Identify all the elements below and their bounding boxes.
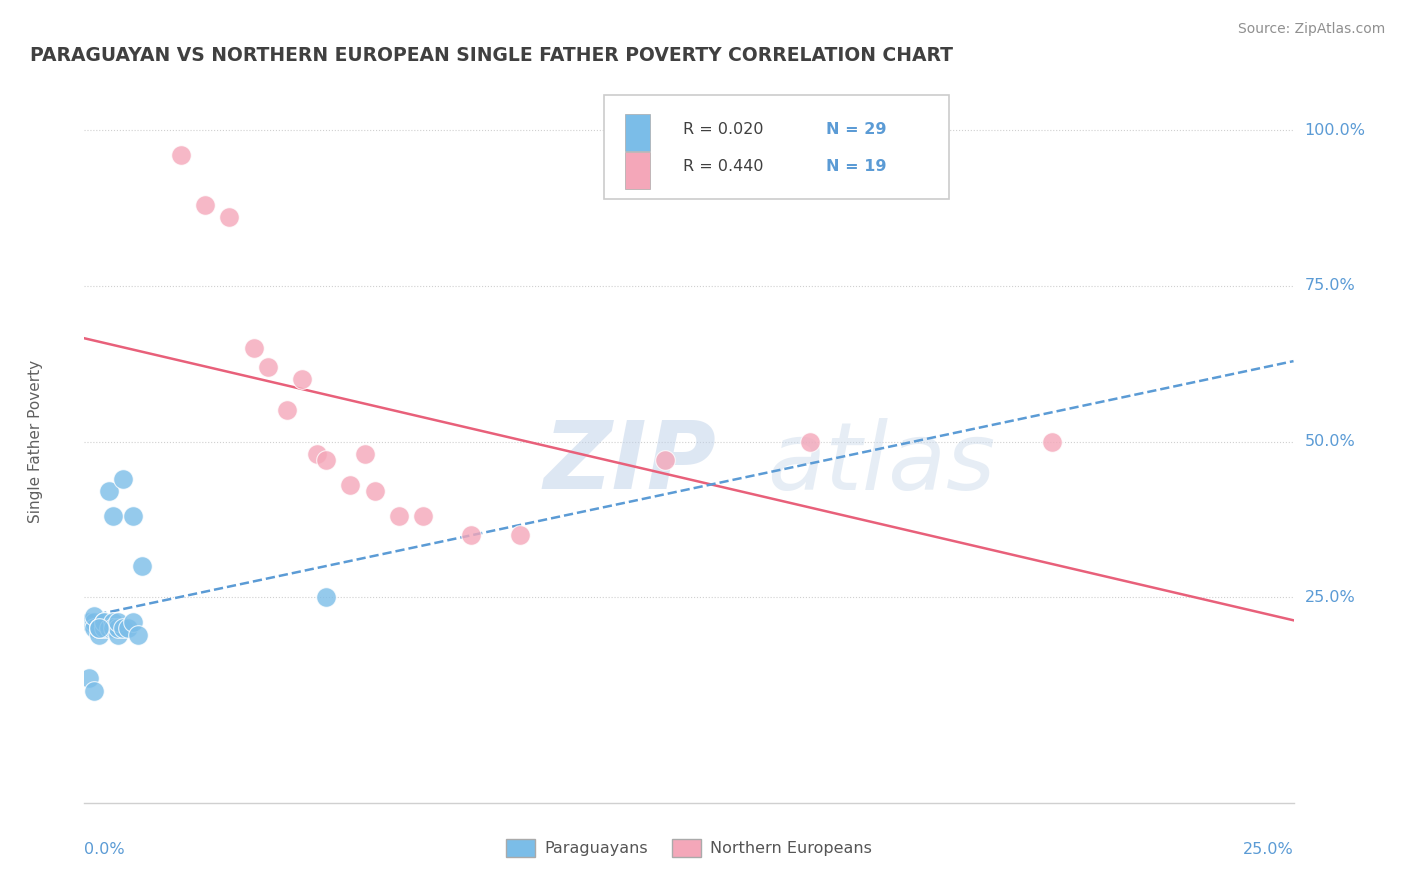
Text: 0.0%: 0.0% [84,842,125,856]
Point [93,621,115,635]
FancyBboxPatch shape [605,95,949,200]
Text: ZIP: ZIP [544,417,717,509]
Point [103,615,125,630]
Point [654,453,676,467]
Point [107,615,129,630]
Point [93,615,115,630]
Point [77,615,100,630]
Point [194,198,217,212]
Point [218,211,240,225]
Point [83,683,105,698]
Point [354,447,377,461]
Point [388,509,411,524]
Point [121,509,143,524]
Point [276,403,298,417]
Point [103,509,125,524]
Point [112,472,135,486]
Text: 25.0%: 25.0% [1243,842,1294,856]
Point [1040,434,1063,449]
Point [107,621,129,635]
Point [291,372,314,386]
Point [305,447,328,461]
Point [170,148,193,162]
Point [107,627,129,641]
Point [83,621,105,635]
Bar [624,152,650,189]
Text: Source: ZipAtlas.com: Source: ZipAtlas.com [1237,22,1385,37]
Point [315,453,337,467]
Text: N = 19: N = 19 [825,160,886,175]
Point [339,478,361,492]
Point [97,484,120,499]
Point [93,615,115,630]
Text: PARAGUAYAN VS NORTHERN EUROPEAN SINGLE FATHER POVERTY CORRELATION CHART: PARAGUAYAN VS NORTHERN EUROPEAN SINGLE F… [30,45,953,65]
Point [83,609,105,624]
Text: 50.0%: 50.0% [1305,434,1355,449]
Point [509,528,531,542]
Bar [624,114,650,151]
Text: atlas: atlas [768,417,995,508]
Point [363,484,385,499]
Point [127,627,149,641]
Legend: Paraguayans, Northern Europeans: Paraguayans, Northern Europeans [499,832,879,863]
Point [242,341,264,355]
Point [103,621,125,635]
Point [412,509,434,524]
Point [87,627,110,641]
Point [117,621,139,635]
Point [83,615,105,630]
Text: R = 0.440: R = 0.440 [683,160,763,175]
Point [121,615,143,630]
Point [97,621,120,635]
Text: 100.0%: 100.0% [1305,122,1365,137]
Point [460,528,482,542]
Point [87,621,110,635]
Point [257,359,280,374]
Text: 75.0%: 75.0% [1305,278,1355,293]
Point [77,671,100,685]
Point [87,621,110,635]
Point [87,621,110,635]
Text: 25.0%: 25.0% [1305,590,1355,605]
Point [112,621,135,635]
Point [131,559,153,574]
Point [315,591,337,605]
Text: R = 0.020: R = 0.020 [683,122,763,136]
Point [799,434,821,449]
Text: N = 29: N = 29 [825,122,886,136]
Text: Single Father Poverty: Single Father Poverty [28,360,44,523]
